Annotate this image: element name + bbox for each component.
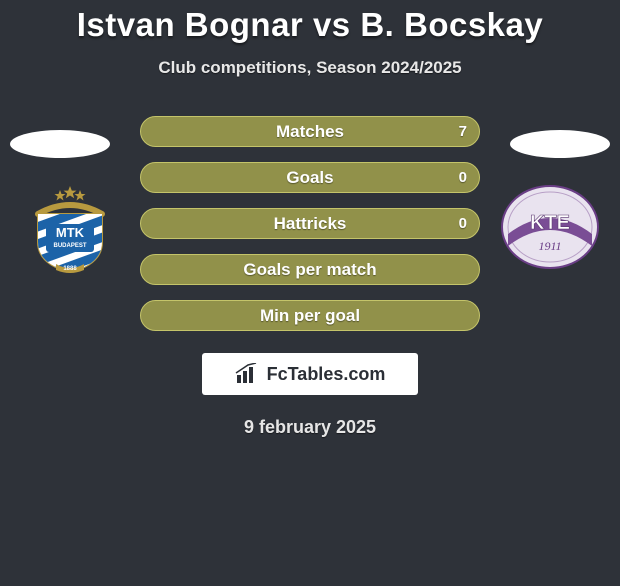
stat-row-hattricks: Hattricks 0 [140,208,480,239]
comparison-date: 9 february 2025 [0,417,620,438]
stat-right-value: 0 [459,209,467,238]
mtk-budapest-crest: MTK BUDAPEST 1888 [20,184,120,274]
stat-label: Goals per match [243,260,376,280]
stat-label: Min per goal [260,306,360,326]
stat-row-goals: Goals 0 [140,162,480,193]
svg-text:1888: 1888 [63,266,77,272]
svg-text:KTE: KTE [530,212,570,234]
kte-crest: KTE 1911 [500,184,600,270]
svg-text:MTK: MTK [56,225,85,240]
svg-text:BUDAPEST: BUDAPEST [53,243,86,249]
stat-row-goals-per-match: Goals per match [140,254,480,285]
bar-chart-icon [235,363,261,385]
stat-label: Hattricks [274,214,347,234]
stat-right-value: 7 [459,117,467,146]
page-title: Istvan Bognar vs B. Bocskay [0,6,620,44]
stat-row-matches: Matches 7 [140,116,480,147]
stat-right-value: 0 [459,163,467,192]
page-subtitle: Club competitions, Season 2024/2025 [0,58,620,78]
stats-container: Matches 7 Goals 0 Hattricks 0 Goals per … [140,116,480,331]
stat-label: Goals [286,168,333,188]
stat-label: Matches [276,122,344,142]
player-left-photo-oval [10,130,110,158]
svg-text:1911: 1911 [538,239,561,253]
brand-text: FcTables.com [267,364,386,385]
fctables-badge: FcTables.com [202,353,418,395]
stat-row-min-per-goal: Min per goal [140,300,480,331]
player-right-photo-oval [510,130,610,158]
